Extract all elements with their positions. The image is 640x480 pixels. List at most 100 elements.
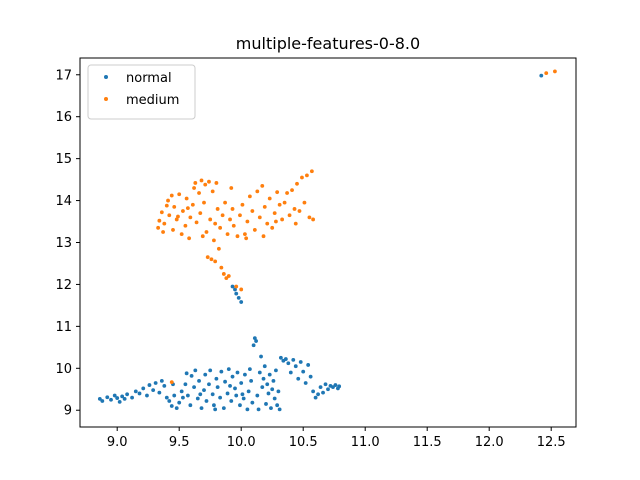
data-point-normal-64 — [250, 400, 255, 405]
legend-marker-medium — [104, 97, 108, 101]
data-point-medium-81 — [309, 169, 314, 174]
data-point-normal-81 — [271, 378, 276, 383]
data-point-medium-13 — [181, 209, 185, 213]
data-point-normal-48 — [221, 406, 226, 411]
data-point-normal-42 — [210, 392, 215, 397]
data-point-medium-10 — [174, 217, 179, 222]
data-point-normal-46 — [218, 395, 223, 400]
data-point-normal-21 — [164, 395, 169, 400]
data-point-medium-66 — [272, 211, 277, 216]
data-point-medium-28 — [205, 255, 210, 260]
data-point-normal-90 — [286, 361, 291, 366]
data-point-medium-77 — [300, 175, 304, 180]
data-point-normal-121 — [234, 291, 239, 296]
data-point-medium-34 — [213, 259, 218, 264]
data-point-medium-80 — [307, 215, 312, 220]
data-point-normal-101 — [313, 395, 318, 400]
data-point-normal-83 — [274, 368, 278, 373]
data-point-normal-3 — [109, 397, 113, 402]
data-point-normal-95 — [298, 360, 303, 364]
data-point-medium-56 — [247, 194, 252, 199]
data-point-normal-99 — [308, 374, 313, 379]
data-point-normal-92 — [291, 358, 296, 362]
data-point-medium-9 — [172, 204, 177, 209]
data-point-normal-24 — [172, 393, 177, 398]
chart-title: multiple-features-0-8.0 — [236, 34, 420, 53]
data-point-normal-124 — [230, 284, 235, 289]
data-point-normal-37 — [202, 388, 206, 392]
data-point-normal-49 — [223, 379, 227, 384]
data-point-normal-67 — [254, 339, 258, 343]
x-tick-label-2: 10.0 — [227, 435, 256, 450]
data-point-medium-59 — [255, 189, 260, 194]
data-point-normal-70 — [257, 370, 262, 375]
data-point-medium-46 — [228, 217, 232, 222]
data-point-normal-96 — [301, 369, 306, 374]
data-point-medium-47 — [230, 207, 235, 211]
data-point-normal-97 — [303, 381, 308, 385]
data-point-medium-42 — [223, 200, 227, 205]
data-point-normal-12 — [137, 391, 142, 396]
data-point-medium-38 — [218, 225, 223, 230]
x-tick-label-7: 12.5 — [537, 435, 566, 450]
data-point-normal-45 — [215, 385, 220, 390]
data-point-normal-41 — [208, 368, 213, 373]
data-point-medium-48 — [231, 223, 236, 228]
data-point-normal-86 — [277, 407, 282, 412]
ticks-layer: 9.0 9.5 10.0 10.5 11.0 11.5 12.0 12.5 9 10 11 12 13 1… — [55, 68, 565, 450]
data-point-medium-21 — [194, 220, 199, 225]
data-point-medium-6 — [167, 213, 172, 218]
data-point-normal-111 — [337, 384, 342, 389]
data-point-medium-49 — [234, 284, 239, 289]
data-point-normal-115 — [213, 407, 218, 412]
data-point-medium-52 — [239, 287, 244, 292]
data-point-normal-53 — [230, 374, 235, 379]
data-point-medium-16 — [187, 236, 192, 241]
data-point-medium-79 — [305, 173, 309, 178]
data-point-normal-78 — [267, 372, 272, 377]
data-point-medium-31 — [209, 257, 214, 262]
data-point-medium-35 — [214, 181, 219, 185]
data-point-normal-0 — [97, 397, 102, 401]
data-point-medium-53 — [240, 202, 245, 207]
data-point-normal-16 — [151, 388, 156, 392]
data-point-normal-56 — [235, 370, 240, 375]
x-tick-label-3: 10.5 — [289, 435, 318, 450]
data-point-medium-94 — [544, 71, 549, 75]
data-point-normal-91 — [288, 370, 293, 375]
data-point-medium-5 — [166, 198, 170, 203]
data-point-normal-116 — [228, 384, 232, 388]
data-point-normal-61 — [245, 407, 250, 412]
y-tick-label-4: 13 — [55, 236, 72, 251]
data-point-medium-30 — [208, 217, 213, 222]
data-point-medium-20 — [193, 181, 198, 185]
data-point-normal-84 — [275, 403, 280, 408]
data-point-medium-95 — [553, 69, 557, 74]
data-point-normal-66 — [252, 336, 257, 340]
data-point-medium-39 — [219, 265, 224, 270]
data-point-medium-11 — [177, 192, 182, 197]
plot-frame — [79, 57, 577, 428]
data-point-medium-74 — [292, 207, 297, 211]
data-point-normal-102 — [316, 392, 320, 397]
data-point-medium-91 — [274, 219, 278, 224]
legend-box — [87, 64, 196, 120]
data-point-medium-51 — [238, 213, 242, 218]
data-point-normal-73 — [261, 376, 266, 381]
data-point-medium-4 — [164, 203, 169, 208]
data-point-normal-62 — [246, 389, 251, 394]
data-point-medium-19 — [192, 186, 196, 190]
data-point-medium-32 — [210, 189, 215, 194]
data-point-normal-108 — [331, 385, 335, 390]
data-point-medium-18 — [190, 202, 195, 207]
data-point-normal-63 — [249, 378, 254, 383]
data-point-medium-55 — [245, 219, 250, 224]
data-point-medium-62 — [262, 204, 267, 209]
data-point-normal-14 — [145, 393, 149, 398]
data-point-normal-10 — [130, 395, 134, 400]
data-point-normal-123 — [239, 300, 244, 304]
data-point-normal-1 — [100, 399, 105, 403]
data-point-medium-58 — [252, 228, 257, 232]
data-point-normal-50 — [225, 391, 230, 396]
